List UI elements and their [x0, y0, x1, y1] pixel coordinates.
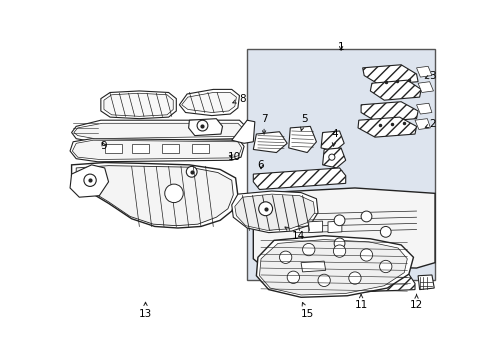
Polygon shape	[162, 144, 179, 153]
Polygon shape	[256, 236, 413, 297]
Circle shape	[286, 271, 299, 283]
Circle shape	[380, 226, 390, 237]
Circle shape	[328, 154, 334, 160]
Circle shape	[197, 120, 207, 131]
Circle shape	[333, 245, 345, 257]
Polygon shape	[71, 163, 238, 228]
Polygon shape	[253, 168, 345, 189]
Polygon shape	[301, 261, 325, 272]
Polygon shape	[231, 120, 254, 143]
Polygon shape	[327, 221, 341, 233]
Polygon shape	[188, 119, 222, 136]
Text: 3: 3	[425, 71, 435, 81]
Bar	[246, 49, 434, 280]
Polygon shape	[131, 144, 148, 153]
Polygon shape	[253, 132, 286, 153]
Polygon shape	[416, 66, 431, 77]
Text: 11: 11	[354, 294, 367, 310]
Polygon shape	[191, 144, 208, 153]
Polygon shape	[416, 103, 431, 114]
Polygon shape	[322, 148, 345, 168]
Polygon shape	[179, 89, 239, 116]
Text: 13: 13	[139, 302, 152, 319]
Circle shape	[186, 166, 197, 177]
Polygon shape	[288, 126, 316, 153]
Polygon shape	[362, 65, 417, 85]
Polygon shape	[101, 91, 176, 119]
Polygon shape	[321, 131, 344, 151]
Polygon shape	[253, 188, 434, 270]
Polygon shape	[104, 144, 122, 153]
Polygon shape	[104, 93, 173, 116]
Polygon shape	[360, 102, 417, 122]
Text: 9: 9	[101, 141, 107, 151]
Circle shape	[348, 272, 360, 284]
Circle shape	[360, 249, 372, 261]
Text: 6: 6	[257, 160, 264, 170]
Polygon shape	[71, 120, 245, 142]
Text: 4: 4	[331, 129, 338, 146]
Polygon shape	[417, 275, 433, 289]
Circle shape	[333, 238, 344, 249]
Polygon shape	[253, 197, 290, 232]
Text: 7: 7	[260, 114, 267, 134]
Polygon shape	[417, 82, 432, 93]
Text: 5: 5	[300, 114, 307, 131]
Circle shape	[379, 260, 391, 273]
Polygon shape	[357, 117, 416, 137]
Circle shape	[360, 211, 371, 222]
Polygon shape	[234, 194, 314, 230]
Text: 10: 10	[228, 152, 241, 162]
Circle shape	[333, 215, 344, 226]
Polygon shape	[70, 165, 108, 197]
Circle shape	[84, 174, 96, 186]
Polygon shape	[414, 119, 429, 130]
Circle shape	[164, 184, 183, 203]
Circle shape	[258, 202, 272, 216]
Circle shape	[279, 251, 291, 264]
Polygon shape	[317, 274, 414, 293]
Polygon shape	[231, 191, 317, 233]
Text: 1: 1	[337, 42, 344, 52]
Polygon shape	[369, 80, 420, 100]
Text: 15: 15	[300, 302, 313, 319]
Polygon shape	[70, 139, 244, 162]
Text: 2: 2	[425, 119, 435, 129]
Polygon shape	[76, 166, 233, 226]
Text: 8: 8	[232, 94, 245, 104]
Circle shape	[302, 243, 314, 256]
Polygon shape	[74, 123, 242, 139]
Polygon shape	[72, 140, 241, 159]
Polygon shape	[256, 203, 285, 230]
Polygon shape	[308, 221, 322, 233]
Polygon shape	[259, 239, 407, 295]
Polygon shape	[182, 93, 236, 112]
Text: 12: 12	[409, 294, 422, 310]
Circle shape	[317, 274, 329, 287]
Text: 14: 14	[285, 227, 304, 241]
